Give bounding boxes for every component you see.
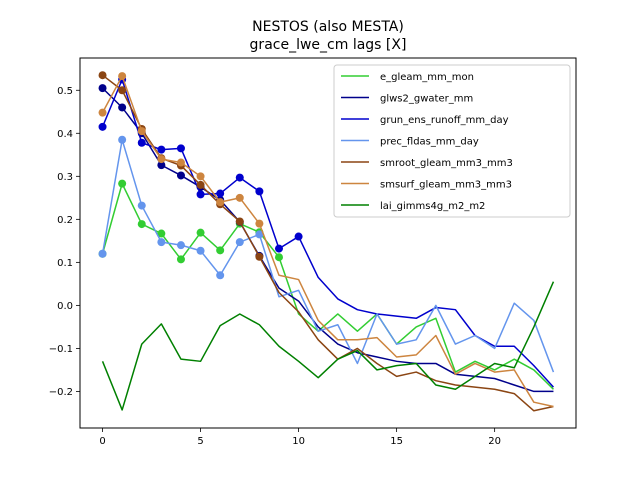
y-axis-ticks: −0.2 −0.1 0.0 0.1 0.2 0.3 0.4 0.5 [49, 86, 80, 398]
series-point-smsurf_gleam_mm3_mm3 [118, 72, 127, 81]
series-point-grun_ens_runoff_mm_day [235, 173, 244, 182]
legend-entry-label: prec_fldas_mm_day [380, 137, 479, 148]
series-point-prec_fldas_mm_day [98, 249, 107, 258]
series-point-glws2_gwater_mm [118, 103, 127, 112]
series-line-e_gleam_mm_mon [101, 182, 554, 390]
series-point-smroot_gleam_mm3_mm3 [98, 71, 107, 80]
legend-entry-label: e_gleam_mm_mon [380, 72, 474, 83]
series-point-grun_ens_runoff_mm_day [216, 189, 225, 198]
series-point-prec_fldas_mm_day [176, 241, 185, 250]
x-tick-label: 5 [197, 436, 203, 447]
y-tick-label: −0.1 [49, 344, 73, 355]
series-point-smsurf_gleam_mm3_mm3 [176, 158, 185, 167]
chart-title: NESTOS (also MESTA) [252, 19, 404, 35]
series-point-grun_ens_runoff_mm_day [137, 138, 146, 147]
series-point-e_gleam_mm_mon [176, 255, 185, 264]
series-point-smsurf_gleam_mm3_mm3 [216, 198, 225, 207]
series-point-prec_fldas_mm_day [196, 246, 205, 255]
legend-entry-label: grun_ens_runoff_mm_day [380, 115, 509, 126]
series-point-grun_ens_runoff_mm_day [294, 232, 303, 241]
series-point-prec_fldas_mm_day [137, 201, 146, 210]
series-point-prec_fldas_mm_day [235, 238, 244, 247]
legend: e_gleam_mm_mon glws2_gwater_mm grun_ens_ru… [333, 64, 571, 218]
series-point-smsurf_gleam_mm3_mm3 [157, 155, 166, 164]
series-point-glws2_gwater_mm [157, 161, 166, 170]
series-point-e_gleam_mm_mon [274, 253, 283, 262]
series-point-prec_fldas_mm_day [255, 230, 264, 239]
x-tick-label: 20 [488, 436, 501, 447]
y-tick-label: 0.1 [57, 258, 73, 269]
series-point-prec_fldas_mm_day [157, 238, 166, 247]
chart-subtitle: grace_lwe_cm lags [X] [250, 37, 407, 53]
series-point-grun_ens_runoff_mm_day [196, 190, 205, 199]
x-tick-label: 0 [99, 436, 105, 447]
series-point-smsurf_gleam_mm3_mm3 [98, 108, 107, 117]
series-layer [98, 71, 555, 412]
series-point-glws2_gwater_mm [176, 171, 185, 180]
series-point-e_gleam_mm_mon [137, 220, 146, 229]
plot-frame [79, 57, 577, 429]
series-point-grun_ens_runoff_mm_day [157, 145, 166, 154]
y-tick-label: 0.4 [57, 129, 73, 140]
legend-entry-label: smroot_gleam_mm3_mm3 [380, 158, 513, 169]
y-tick-label: 0.5 [57, 86, 73, 97]
series-point-grun_ens_runoff_mm_day [274, 244, 283, 253]
series-point-e_gleam_mm_mon [157, 229, 166, 238]
series-point-glws2_gwater_mm [98, 84, 107, 93]
series-line-lai_gimms4g_m2_m2 [101, 281, 555, 411]
series-point-grun_ens_runoff_mm_day [255, 187, 264, 196]
series-point-smsurf_gleam_mm3_mm3 [137, 127, 146, 136]
series-point-smsurf_gleam_mm3_mm3 [255, 219, 264, 228]
x-axis-ticks: 0 5 10 15 20 [99, 428, 501, 447]
x-tick-label: 15 [390, 436, 403, 447]
series-point-e_gleam_mm_mon [118, 179, 127, 188]
series-point-smsurf_gleam_mm3_mm3 [235, 193, 244, 202]
series-point-smroot_gleam_mm3_mm3 [196, 180, 205, 189]
series-point-smroot_gleam_mm3_mm3 [255, 252, 264, 261]
y-tick-label: 0.3 [57, 172, 73, 183]
legend-entry-label: lai_gimms4g_m2_m2 [380, 201, 485, 212]
legend-entry-label: glws2_gwater_mm [380, 94, 473, 105]
legend-box [333, 64, 571, 218]
series-point-smroot_gleam_mm3_mm3 [118, 86, 127, 95]
y-tick-label: 0.2 [57, 215, 73, 226]
y-tick-label: 0.0 [57, 301, 73, 312]
series-point-grun_ens_runoff_mm_day [176, 144, 185, 153]
series-point-smsurf_gleam_mm3_mm3 [196, 172, 205, 181]
series-point-prec_fldas_mm_day [216, 271, 225, 280]
x-tick-label: 10 [292, 436, 305, 447]
series-point-e_gleam_mm_mon [216, 246, 225, 255]
series-point-grun_ens_runoff_mm_day [98, 122, 107, 131]
series-point-smroot_gleam_mm3_mm3 [235, 217, 244, 226]
series-point-e_gleam_mm_mon [196, 228, 205, 237]
y-tick-label: −0.2 [49, 387, 73, 398]
legend-entry-label: smsurf_gleam_mm3_mm3 [380, 180, 512, 191]
series-point-prec_fldas_mm_day [118, 135, 127, 144]
